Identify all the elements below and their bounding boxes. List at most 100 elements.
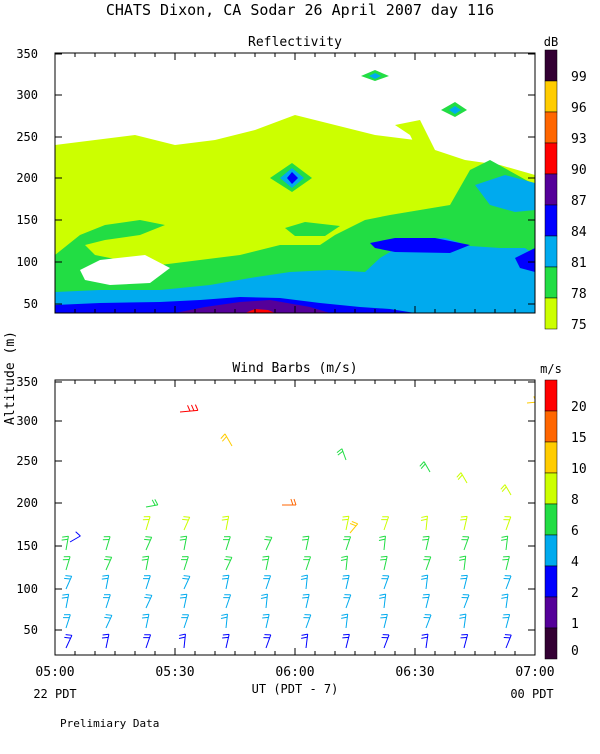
wind-barb-feather <box>421 519 427 520</box>
wind-barb-feather <box>461 516 467 517</box>
wind-barb <box>506 536 508 550</box>
refl-colorbar-label: 99 <box>571 70 587 85</box>
wind-barb-feather <box>536 396 539 402</box>
colorbar-swatch <box>545 473 557 504</box>
wind-barb <box>464 537 469 550</box>
wind-barb-feather <box>143 614 149 615</box>
wind-barb-feather <box>188 405 191 411</box>
wind-barb <box>384 517 389 530</box>
wind-barb-feather <box>105 557 111 558</box>
wind-barb-feather <box>266 537 272 538</box>
wind-barb <box>66 557 70 570</box>
x-tick: 06:00 <box>275 665 314 680</box>
wind-barb <box>184 557 188 570</box>
wind-barb <box>146 537 152 550</box>
wind-barb-feather <box>106 615 112 616</box>
local-time-end: 00 PDT <box>510 687 553 701</box>
wind-barb-feather <box>66 635 72 636</box>
wind-barb-feather <box>142 617 148 618</box>
wind-barb-feather <box>64 637 70 638</box>
colorbar-swatch <box>545 236 557 267</box>
wind-barb <box>226 634 229 648</box>
wind-barb <box>426 594 429 608</box>
wind-colorbar <box>545 380 557 659</box>
wind-barb-feather <box>303 594 309 595</box>
wind-barb-feather <box>221 614 227 615</box>
colorbar-swatch <box>545 504 557 535</box>
wind-barb <box>226 614 227 628</box>
wind-barb-feather <box>103 634 109 635</box>
wind-barb <box>505 485 511 495</box>
refl-colorbar-label: 78 <box>571 287 587 302</box>
wind-barb-feather <box>380 559 386 560</box>
wind-barb <box>384 614 387 628</box>
wind-barb-feather <box>301 637 307 638</box>
wind-barb-feather <box>343 575 349 576</box>
wind-barb-feather <box>221 617 227 618</box>
wind-colorbar-label: 0 <box>571 644 579 659</box>
wind-barb-feather <box>350 524 356 526</box>
wind-barb-feather <box>179 637 185 638</box>
wind-barb <box>506 517 511 530</box>
wind-barb <box>106 557 112 570</box>
refl-colorbar-label: 87 <box>571 194 587 209</box>
wind-barb-feather <box>264 539 270 540</box>
wind-barb-feather <box>182 519 188 520</box>
wind-barb-feather <box>341 559 347 560</box>
wind-ytick: 100 <box>16 582 38 596</box>
wind-barb <box>306 575 307 589</box>
wind-barb <box>464 614 466 628</box>
local-time-start: 22 PDT <box>33 687 76 701</box>
wind-barb <box>306 634 308 648</box>
wind-barb <box>346 575 349 589</box>
wind-barb-feather <box>422 634 428 635</box>
wind-barb-feather <box>460 614 466 615</box>
page-title: CHATS Dixon, CA Sodar 26 April 2007 day … <box>106 1 494 19</box>
refl-colorbar-label: 93 <box>571 132 587 147</box>
wind-barb-feather <box>342 614 348 615</box>
wind-barb <box>346 634 349 648</box>
wind-barb-feather <box>195 405 198 411</box>
wind-barb <box>506 594 508 608</box>
wind-barb-feather <box>62 539 68 540</box>
wind-barb <box>426 634 428 648</box>
wind-barb-feather <box>76 532 81 536</box>
wind-barb <box>106 575 109 589</box>
wind-barb-feather <box>502 594 508 595</box>
wind-barb <box>426 615 431 628</box>
wind-barb <box>146 517 150 530</box>
wind-colorbar-label: 10 <box>571 462 587 477</box>
wind-barb <box>426 557 431 570</box>
wind-barb <box>106 595 110 608</box>
wind-barb <box>346 516 349 530</box>
wind-barb-feather <box>262 559 268 560</box>
wind-barb-feather <box>155 499 158 505</box>
wind-barb <box>266 614 269 628</box>
wind-barb-feather <box>222 637 228 638</box>
x-axis-label: UT (PDT - 7) <box>252 682 339 696</box>
windbarbs-title: Wind Barbs (m/s) <box>232 361 357 376</box>
wind-barb-feather <box>181 594 187 595</box>
wind-barb-feather <box>421 578 427 579</box>
wind-barb-feather <box>144 539 150 540</box>
wind-colorbar-label: 8 <box>571 493 579 508</box>
wind-barb <box>506 635 511 648</box>
colorbar-swatch <box>545 174 557 205</box>
colorbar-swatch <box>545 112 557 143</box>
wind-ytick: 250 <box>16 454 38 468</box>
wind-barb-feather <box>379 539 385 540</box>
wind-barb <box>146 635 151 648</box>
wind-barb <box>346 595 351 608</box>
wind-barb <box>66 576 72 589</box>
wind-barb <box>180 410 198 412</box>
x-tick: 06:30 <box>395 665 434 680</box>
wind-barb <box>506 576 511 589</box>
wind-barb-feather <box>460 519 466 520</box>
wind-barb <box>226 595 231 608</box>
wind-barb <box>306 536 309 550</box>
wind-barb-feather <box>341 617 347 618</box>
wind-barb <box>306 615 311 628</box>
wind-barb-feather <box>144 597 150 598</box>
wind-colorbar-label: 1 <box>571 617 579 632</box>
